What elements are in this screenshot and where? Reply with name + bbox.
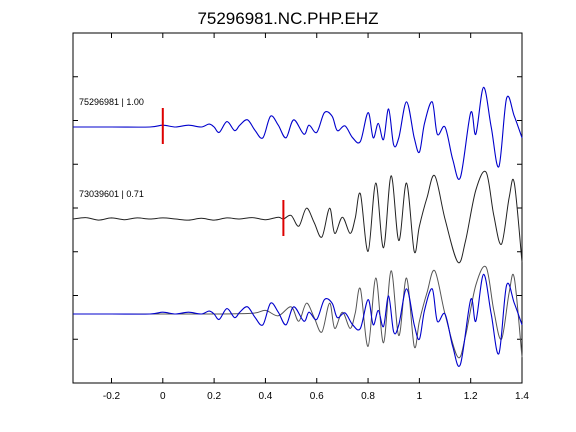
axis-ticks: -0.2 0 0.2 0.4 0.6 0.8 1 1.2 1.4 (73, 33, 529, 402)
trace-label-1: 75296981 | 1.00 (79, 97, 144, 107)
x-tick-label: 1.4 (515, 391, 529, 402)
x-tick-label: -0.2 (103, 391, 121, 402)
x-tick-label: 1.2 (464, 391, 478, 402)
x-tick-label: 0.6 (310, 391, 324, 402)
x-tick-label: 0.4 (258, 391, 272, 402)
overlay-blue-line (73, 273, 523, 367)
trace-label-2: 73039601 | 0.71 (79, 189, 144, 199)
trace-group (72, 86, 523, 367)
overlay-gray-line (73, 265, 523, 359)
plot-frame (72, 32, 523, 384)
x-tick-label: 0.2 (207, 391, 221, 402)
pick-markers (161, 108, 285, 236)
x-tick-label: 1 (417, 391, 423, 402)
trace-labels: 75296981 | 1.00 73039601 | 0.71 (79, 97, 144, 199)
x-tick-label: 0 (160, 391, 166, 402)
x-tick-label: 0.8 (361, 391, 375, 402)
trace-1-line (73, 86, 523, 180)
trace-2-line (72, 170, 523, 264)
chart-title: 75296981.NC.PHP.EHZ (197, 9, 378, 28)
